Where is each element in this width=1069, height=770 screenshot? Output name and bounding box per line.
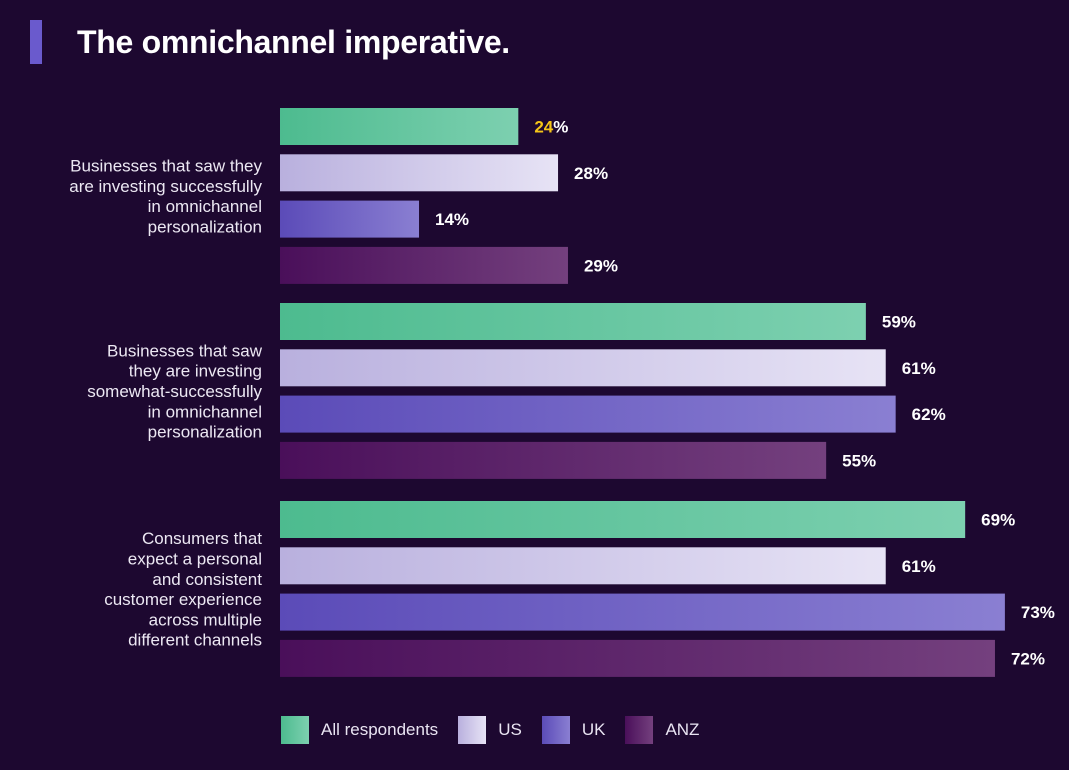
bar-all-respondents-cat3: [280, 501, 966, 538]
category-label-line: different channels: [128, 631, 262, 650]
category-label-line: customer experience: [104, 590, 262, 609]
data-label-us-cat2: 61%: [902, 359, 936, 378]
category-label-line: expect a personal: [128, 550, 262, 569]
category-label-line: across multiple: [149, 610, 262, 629]
legend-label-us: US: [498, 720, 522, 739]
data-label-number: 24: [534, 118, 553, 137]
legend-item-anz: ANZ: [625, 716, 699, 744]
category-label-1: Businesses that saw they are investing su…: [69, 157, 262, 237]
bar-us-cat1: [280, 154, 559, 192]
bar-all-respondents-cat2: [280, 303, 866, 340]
legend-label-uk: UK: [581, 720, 606, 739]
bar-us-cat3: [280, 547, 886, 585]
page-title: The omnichannel imperative.: [77, 24, 510, 60]
bar-us-cat2: [280, 349, 886, 387]
category-label-line: are investing successfully: [69, 177, 262, 196]
data-label-anz-cat2: 55%: [842, 451, 876, 470]
category-label-line: they are investing: [129, 362, 262, 381]
category-label-line: personalization: [148, 423, 262, 442]
bar-anz-cat2: [280, 441, 827, 479]
legend-label-anz: ANZ: [665, 720, 700, 739]
legend-swatch-all-respondents: [281, 716, 309, 744]
data-label-uk-cat1: 14%: [435, 210, 469, 229]
data-label-us-cat1: 28%: [574, 164, 608, 183]
legend-item-all-respondents: All respondents: [281, 716, 438, 744]
bar-uk-cat1: [280, 200, 420, 238]
legend-swatch-uk: [541, 716, 570, 744]
legend-label-all-respondents: All respondents: [321, 720, 439, 739]
category-label-line: Consumers that: [142, 529, 262, 548]
data-label-anz-cat1: 29%: [584, 256, 618, 275]
data-label-all-respondents-cat1: 24%: [534, 118, 568, 137]
category-label-line: Businesses that saw: [107, 341, 263, 360]
data-label-all-respondents-cat3: 69%: [981, 511, 1015, 530]
title-accent-bar: [30, 20, 42, 64]
category-label-line: Businesses that saw they: [70, 157, 262, 176]
bar-anz-cat1: [280, 246, 568, 284]
bar-uk-cat2: [280, 395, 896, 433]
data-label-anz-cat3: 72%: [1011, 649, 1045, 668]
category-label-2: Businesses that saw they are investing som…: [87, 341, 263, 441]
data-label-uk-cat3: 73%: [1021, 603, 1055, 622]
legend-swatch-anz: [625, 716, 654, 744]
legend-item-us: US: [458, 716, 522, 744]
data-label-all-respondents-cat2: 59%: [882, 313, 916, 332]
legend-item-uk: UK: [541, 716, 606, 744]
legend-swatch-us: [458, 716, 487, 744]
data-label-uk-cat2: 62%: [912, 405, 946, 424]
category-label-line: in omnichannel: [148, 197, 262, 216]
bar-chart: Businesses that saw they are investing su…: [69, 108, 1055, 677]
category-label-3: Consumers that expect a personal and consi…: [104, 529, 262, 650]
bar-anz-cat3: [280, 639, 995, 677]
bar-uk-cat3: [280, 593, 1005, 631]
chart-legend: All respondents US UK ANZ: [281, 716, 719, 744]
category-label-line: and consistent: [152, 570, 262, 589]
category-label-line: personalization: [148, 217, 262, 236]
bar-all-respondents-cat1: [280, 108, 519, 145]
data-label-us-cat3: 61%: [902, 557, 936, 576]
category-label-line: in omnichannel: [148, 402, 262, 421]
data-label-suffix: %: [553, 118, 568, 137]
category-label-line: somewhat-successfully: [87, 382, 262, 401]
